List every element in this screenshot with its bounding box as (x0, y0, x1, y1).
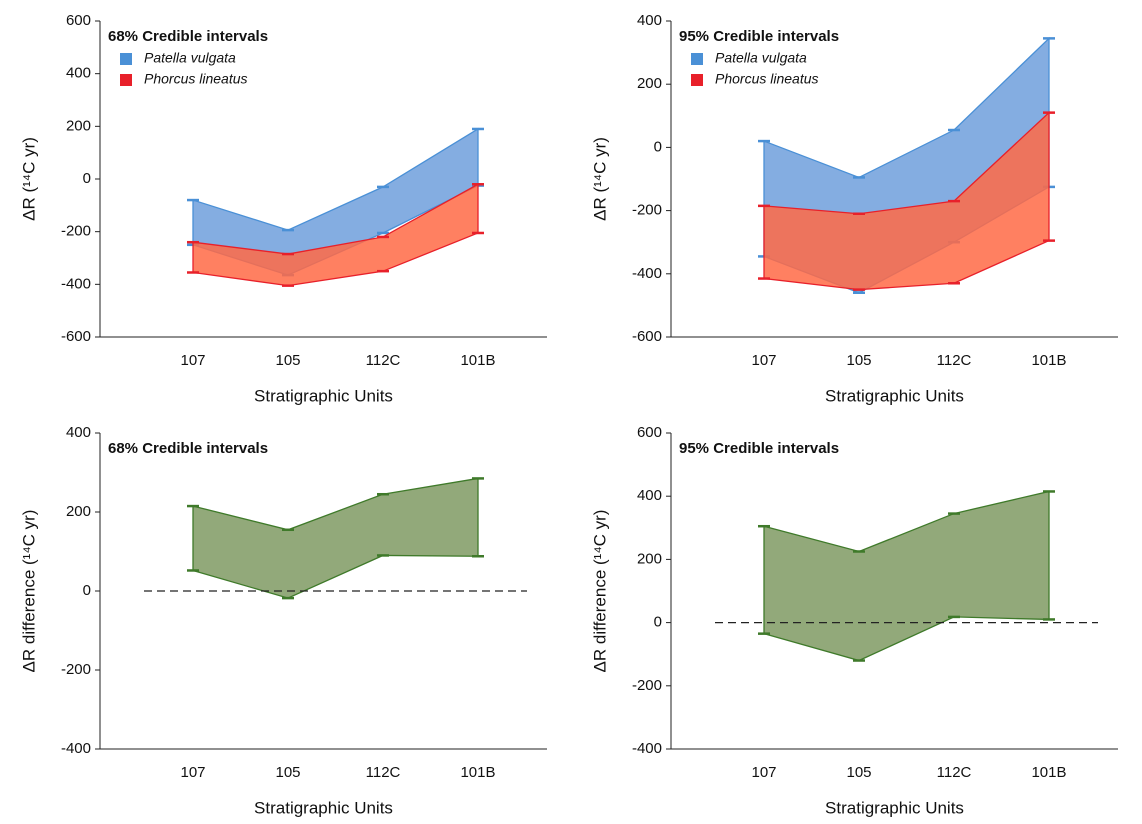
panel: -600 -400 -200 0 200 400 107 105 112C 101B Stratig… (590, 12, 1118, 405)
y-tick-label: 200 (66, 503, 91, 520)
legend-label: Patella vulgata (144, 50, 236, 66)
y-tick-label: -200 (61, 661, 91, 678)
y-tick-label: -600 (61, 328, 91, 345)
y-tick-label: -400 (632, 740, 662, 757)
x-tick-label: 112C (366, 764, 401, 781)
y-tick-label: -200 (632, 202, 662, 219)
legend-swatch (120, 74, 132, 86)
x-tick-label: 107 (180, 352, 205, 369)
x-tick-label: 101B (460, 352, 495, 369)
y-axis-label: ΔR difference (¹⁴C yr) (590, 510, 609, 673)
legend-label: Patella vulgata (715, 50, 807, 66)
x-tick-label: 107 (180, 764, 205, 781)
x-tick-label: 101B (1031, 764, 1066, 781)
legend-label: Phorcus lineatus (144, 71, 248, 87)
panel: -400 -200 0 200 400 600 107 105 112C 101B Stratigr… (590, 424, 1118, 817)
y-tick-label: 200 (637, 550, 662, 567)
x-axis-label: Stratigraphic Units (254, 386, 393, 405)
panel: -600 -400 -200 0 200 400 600 107 105 112C 101B Stra… (19, 12, 547, 405)
y-tick-label: 200 (637, 75, 662, 92)
x-axis-label: Stratigraphic Units (254, 798, 393, 817)
y-tick-label: -200 (61, 223, 91, 240)
panel: -400 -200 0 200 400 107 105 112C 101B Stratigraph… (19, 424, 547, 817)
y-axis-label: ΔR difference (¹⁴C yr) (19, 510, 38, 673)
x-tick-label: 105 (846, 764, 871, 781)
y-tick-label: -400 (61, 275, 91, 292)
chart-title: 95% Credible intervals (679, 28, 839, 45)
y-tick-label: 0 (83, 582, 91, 599)
x-tick-label: 105 (275, 352, 300, 369)
y-tick-label: 0 (654, 138, 662, 155)
x-tick-label: 105 (846, 352, 871, 369)
y-tick-label: -200 (632, 677, 662, 694)
x-tick-label: 112C (366, 352, 401, 369)
x-tick-label: 101B (460, 764, 495, 781)
x-axis-label: Stratigraphic Units (825, 386, 964, 405)
y-tick-label: 600 (66, 12, 91, 29)
x-tick-label: 107 (751, 352, 776, 369)
y-tick-label: 400 (66, 424, 91, 441)
y-axis-label: ΔR (¹⁴C yr) (19, 137, 38, 221)
y-tick-label: 200 (66, 117, 91, 134)
chart-title: 68% Credible intervals (108, 28, 268, 45)
x-tick-label: 101B (1031, 352, 1066, 369)
y-tick-label: 600 (637, 424, 662, 441)
y-tick-label: -600 (632, 328, 662, 345)
legend-label: Phorcus lineatus (715, 71, 819, 87)
x-axis-label: Stratigraphic Units (825, 798, 964, 817)
legend-swatch (691, 74, 703, 86)
range-band (192, 477, 479, 599)
x-tick-label: 107 (751, 764, 776, 781)
y-tick-label: 400 (66, 65, 91, 82)
y-tick-label: -400 (632, 265, 662, 282)
y-tick-label: 0 (654, 614, 662, 631)
y-tick-label: 400 (637, 12, 662, 29)
chart-title: 95% Credible intervals (679, 440, 839, 457)
chart-title: 68% Credible intervals (108, 440, 268, 457)
legend-swatch (691, 53, 703, 65)
x-tick-label: 112C (937, 764, 972, 781)
y-tick-label: -400 (61, 740, 91, 757)
x-tick-label: 105 (275, 764, 300, 781)
y-tick-label: 0 (83, 170, 91, 187)
x-tick-label: 112C (937, 352, 972, 369)
y-axis-label: ΔR (¹⁴C yr) (590, 137, 609, 221)
y-tick-label: 400 (637, 487, 662, 504)
legend-swatch (120, 53, 132, 65)
range-band (763, 490, 1050, 662)
